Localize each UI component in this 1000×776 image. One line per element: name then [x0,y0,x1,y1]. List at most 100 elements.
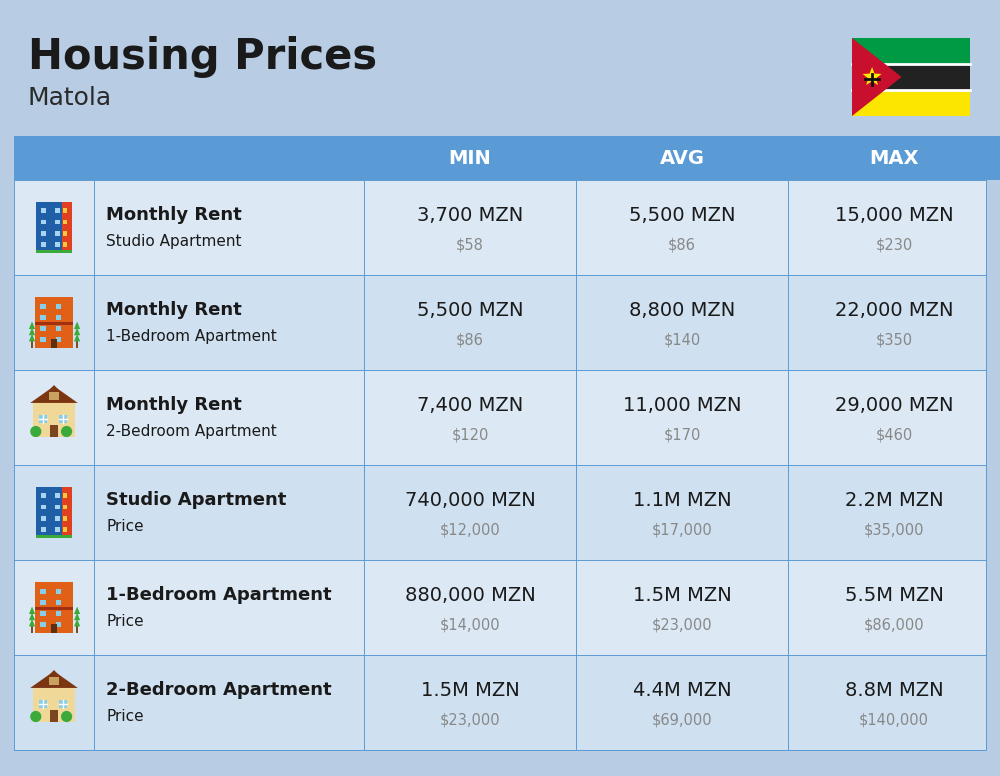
Circle shape [30,711,41,722]
FancyBboxPatch shape [35,607,73,610]
FancyBboxPatch shape [63,504,67,509]
Text: Monthly Rent: Monthly Rent [106,397,242,414]
FancyBboxPatch shape [33,688,75,722]
FancyBboxPatch shape [63,516,67,521]
FancyBboxPatch shape [76,625,78,633]
FancyBboxPatch shape [36,250,72,254]
FancyBboxPatch shape [41,220,46,224]
Text: 11,000 MZN: 11,000 MZN [623,396,741,414]
FancyBboxPatch shape [56,611,61,616]
FancyBboxPatch shape [49,392,59,400]
FancyBboxPatch shape [364,136,576,180]
FancyBboxPatch shape [62,487,72,539]
Text: $23,000: $23,000 [652,617,712,632]
FancyBboxPatch shape [788,136,1000,180]
Text: 22,000 MZN: 22,000 MZN [835,300,953,320]
FancyBboxPatch shape [41,516,46,521]
Text: 880,000 MZN: 880,000 MZN [405,586,535,605]
Polygon shape [74,613,80,620]
FancyBboxPatch shape [55,493,60,497]
Text: Price: Price [106,615,144,629]
FancyBboxPatch shape [41,528,46,532]
Text: $14,000: $14,000 [440,617,500,632]
Text: 3,700 MZN: 3,700 MZN [417,206,523,224]
FancyBboxPatch shape [40,611,46,616]
FancyBboxPatch shape [62,202,72,254]
FancyBboxPatch shape [14,465,986,560]
FancyBboxPatch shape [36,487,72,539]
Polygon shape [29,613,35,620]
FancyBboxPatch shape [63,220,67,224]
FancyBboxPatch shape [40,600,46,605]
Polygon shape [852,38,902,116]
Polygon shape [74,327,80,335]
FancyBboxPatch shape [33,403,75,437]
FancyBboxPatch shape [39,700,47,708]
Circle shape [61,426,72,437]
Text: Monthly Rent: Monthly Rent [106,206,242,224]
FancyBboxPatch shape [852,64,970,90]
Polygon shape [74,607,80,614]
Text: 8,800 MZN: 8,800 MZN [629,300,735,320]
Text: 2-Bedroom Apartment: 2-Bedroom Apartment [106,681,332,699]
FancyBboxPatch shape [14,370,986,465]
FancyBboxPatch shape [50,424,58,437]
FancyBboxPatch shape [76,340,78,348]
FancyBboxPatch shape [49,677,59,684]
Text: AVG: AVG [660,148,704,168]
Polygon shape [29,327,35,335]
FancyBboxPatch shape [35,581,73,633]
Polygon shape [48,670,60,677]
Polygon shape [30,386,78,403]
FancyBboxPatch shape [55,231,60,236]
Text: Price: Price [106,519,144,534]
FancyBboxPatch shape [41,242,46,248]
Text: 1-Bedroom Apartment: 1-Bedroom Apartment [106,329,277,345]
Text: $460: $460 [875,427,913,442]
Text: 5,500 MZN: 5,500 MZN [629,206,735,224]
FancyBboxPatch shape [41,208,46,213]
FancyBboxPatch shape [35,296,73,348]
Text: Matola: Matola [28,86,112,110]
Polygon shape [30,671,78,688]
Text: Price: Price [106,709,144,724]
Polygon shape [74,618,80,626]
Text: 7,400 MZN: 7,400 MZN [417,396,523,414]
Text: $17,000: $17,000 [652,522,712,537]
FancyBboxPatch shape [41,231,46,236]
Text: $23,000: $23,000 [440,712,500,727]
Text: 15,000 MZN: 15,000 MZN [835,206,953,224]
Text: $170: $170 [663,427,701,442]
FancyBboxPatch shape [63,208,67,213]
FancyBboxPatch shape [63,528,67,532]
Text: 29,000 MZN: 29,000 MZN [835,396,953,414]
FancyBboxPatch shape [41,504,46,509]
Text: $86: $86 [456,332,484,347]
Polygon shape [863,67,882,85]
Text: $140: $140 [663,332,701,347]
FancyBboxPatch shape [55,208,60,213]
FancyBboxPatch shape [14,560,986,655]
FancyBboxPatch shape [56,304,61,309]
FancyBboxPatch shape [51,339,57,348]
FancyBboxPatch shape [55,504,60,509]
Text: Studio Apartment: Studio Apartment [106,491,286,509]
FancyBboxPatch shape [40,338,46,342]
Polygon shape [74,334,80,341]
Polygon shape [29,321,35,329]
FancyBboxPatch shape [40,326,46,331]
FancyBboxPatch shape [59,700,67,708]
Text: $35,000: $35,000 [864,522,924,537]
FancyBboxPatch shape [41,493,46,497]
Text: MAX: MAX [869,148,919,168]
FancyBboxPatch shape [40,589,46,594]
FancyBboxPatch shape [63,493,67,497]
Text: 5.5M MZN: 5.5M MZN [845,586,943,605]
FancyBboxPatch shape [56,326,61,331]
Polygon shape [48,385,60,392]
FancyBboxPatch shape [852,38,970,64]
Polygon shape [29,618,35,626]
FancyBboxPatch shape [56,600,61,605]
FancyBboxPatch shape [14,180,986,275]
FancyBboxPatch shape [56,622,61,627]
